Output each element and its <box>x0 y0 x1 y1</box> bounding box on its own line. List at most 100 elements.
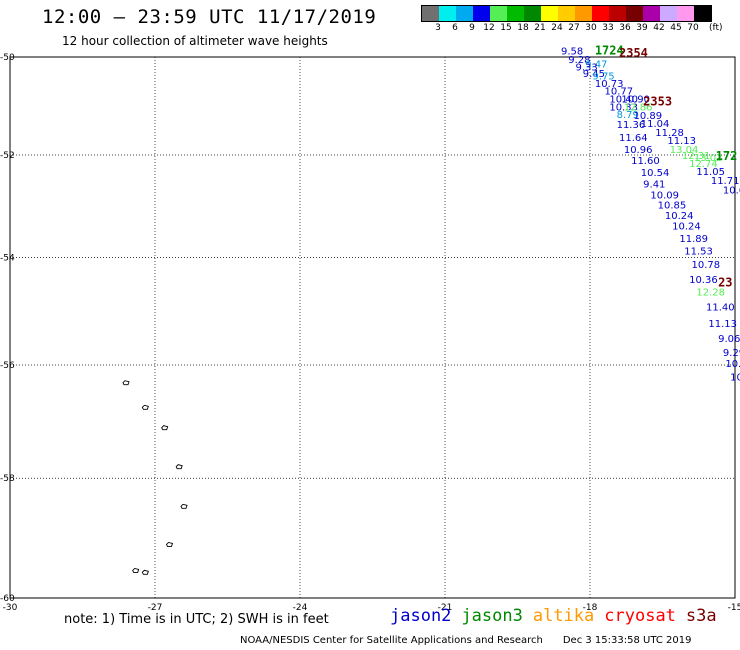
credit-text: NOAA/NESDIS Center for Satellite Applica… <box>240 635 543 646</box>
swh-label: 9.75 <box>592 72 614 83</box>
swh-label: 10.40 <box>609 95 638 106</box>
lon-label: -18 <box>583 603 598 613</box>
swh-label: 11.89 <box>679 234 708 245</box>
legend-tick: 24 <box>551 23 563 33</box>
legend-tick: 30 <box>585 23 597 33</box>
legend-tick: 12 <box>483 23 495 33</box>
swh-label: 10.09 <box>650 190 679 201</box>
swh-label: 11.60 <box>631 156 660 167</box>
legend-swatch <box>490 6 507 21</box>
swh-label: 11.71 <box>711 176 740 187</box>
lat-label: -60 <box>0 594 15 604</box>
swh-label: 10.24 <box>672 221 701 232</box>
swh-label: 9.29 <box>723 348 740 359</box>
island-outline <box>122 380 130 386</box>
island-outline <box>132 567 140 573</box>
lon-label: -24 <box>293 603 308 613</box>
swh-label: 11.64 <box>619 133 648 144</box>
legend-swatch <box>609 6 626 21</box>
legend-tick: 33 <box>602 23 614 33</box>
wave-height-labels: 9.589.289.479.339.459.7510.7310.7710.401… <box>561 44 740 384</box>
legend-swatch <box>507 6 524 21</box>
lon-label: -15 <box>728 603 740 613</box>
swh-label: 10.54 <box>641 168 670 179</box>
swh-label: 13.04 <box>670 145 699 156</box>
swh-label: 10.77 <box>605 87 634 98</box>
satellite-legend: jason2 jason3 altika cryosat s3a <box>390 606 727 626</box>
legend-swatch <box>694 6 711 21</box>
swh-label: 11.53 <box>684 246 713 257</box>
island-outline <box>141 569 149 575</box>
island-outline <box>180 503 188 509</box>
swh-label: 10.85 <box>658 201 687 212</box>
swh-label: 10.96 <box>624 145 653 156</box>
swh-label: 11.13 <box>667 136 696 147</box>
legend-tick: 45 <box>670 23 682 33</box>
satellite-jason2: jason2 <box>390 606 452 626</box>
island-outline <box>161 425 169 431</box>
time-label: 23 <box>718 276 732 290</box>
swh-label: 10.78 <box>692 260 721 271</box>
swh-label: 10.6 <box>723 185 740 196</box>
swh-label: 8.79 <box>617 110 639 121</box>
swh-label: 9.33 <box>576 62 598 73</box>
legend-swatch <box>456 6 473 21</box>
time-label: 2353 <box>643 94 672 108</box>
swh-label: 9.28 <box>568 55 590 66</box>
legend-swatches <box>421 5 712 22</box>
legend-swatch <box>439 6 456 21</box>
satellite-s3a: s3a <box>685 606 717 626</box>
swh-label: 11.04 <box>641 119 670 130</box>
swh-label: 10.36 <box>689 275 718 286</box>
legend-swatch <box>592 6 609 21</box>
islands <box>122 380 188 575</box>
satellite-jason3: jason3 <box>461 606 523 626</box>
legend-tick: 36 <box>619 23 631 33</box>
legend-swatch <box>558 6 575 21</box>
swh-label: 12.28 <box>696 288 725 299</box>
legend-tick: 70 <box>687 23 699 33</box>
swh-label: 12.31 <box>682 151 711 162</box>
legend-swatch <box>660 6 677 21</box>
legend-swatch <box>422 6 439 21</box>
legend-tick: 15 <box>500 23 512 33</box>
page-subtitle: 12 hour collection of altimeter wave hei… <box>62 34 328 48</box>
map-grid <box>9 56 736 599</box>
swh-label: 9.47 <box>585 60 607 71</box>
legend-swatch <box>524 6 541 21</box>
island-outline <box>165 541 174 547</box>
swh-label: 10.33 <box>609 102 638 113</box>
swh-label: 12.86 <box>624 102 653 113</box>
legend-tick: 21 <box>534 23 546 33</box>
satellite-altika: altika <box>532 606 595 626</box>
legend-tick: 3 <box>435 23 441 33</box>
legend-swatch <box>575 6 592 21</box>
lon-label: -30 <box>3 603 18 613</box>
time-label: 172 <box>716 149 738 163</box>
legend-ticks: 3 6 9 12 15 18 21 24 27 30 33 36 39 42 45 70 (ft) <box>421 23 740 37</box>
legend-tick: 39 <box>636 23 648 33</box>
lat-label: -54 <box>0 253 15 263</box>
legend-tick: 42 <box>653 23 665 33</box>
lat-label: -58 <box>0 474 15 484</box>
legend-unit: (ft) <box>709 23 723 33</box>
island-outline <box>141 404 149 410</box>
swh-label: 11.13 <box>708 319 737 330</box>
satellite-cryosat: cryosat <box>604 606 676 626</box>
legend-tick: 18 <box>517 23 529 33</box>
lat-label: -56 <box>0 361 15 371</box>
swh-label: 10.4 <box>725 359 740 370</box>
time-label: 2354 <box>619 46 648 60</box>
swh-label: 11.05 <box>696 167 725 178</box>
swh-label: 12.74 <box>689 159 718 170</box>
swh-label: 9.41 <box>643 179 665 190</box>
legend-swatch <box>643 6 660 21</box>
lon-label: -27 <box>148 603 163 613</box>
swh-label: 11.40 <box>706 303 735 314</box>
swh-label: 10.90 <box>621 95 650 106</box>
swh-label: 11.28 <box>655 128 684 139</box>
legend-swatch <box>677 6 694 21</box>
legend-tick: 6 <box>452 23 458 33</box>
swh-label: 9.06 <box>718 334 740 345</box>
